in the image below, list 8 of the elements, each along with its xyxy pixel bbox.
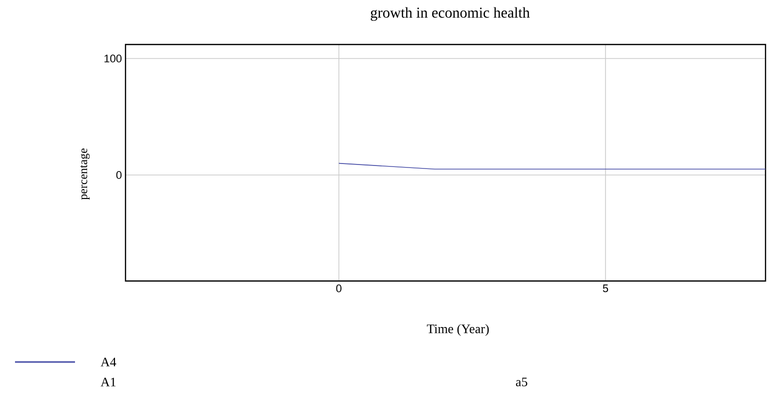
text: a5 [516, 378, 528, 386]
chart-title: growth in economic health [370, 7, 530, 21]
x-tick-label: 5 [602, 284, 608, 292]
legend-label: A4 [100, 358, 116, 366]
x-axis-title: Time (Year) [426, 324, 489, 336]
y-tick-label: 100 [104, 54, 122, 62]
text: A1 [100, 378, 116, 386]
y-axis-title: percentage [80, 148, 90, 200]
